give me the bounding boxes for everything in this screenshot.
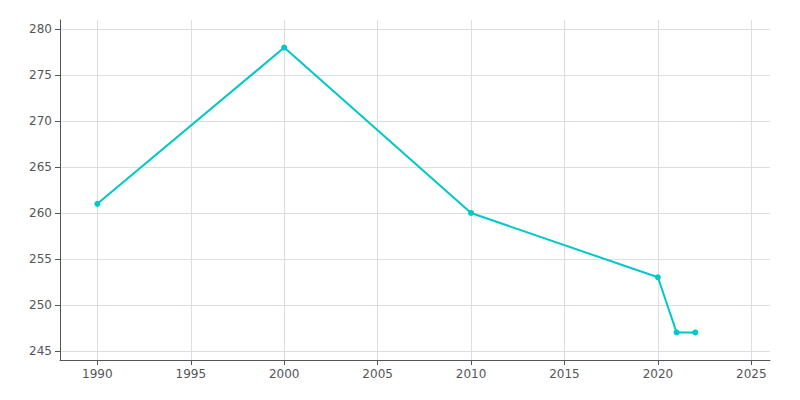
svg-text:245: 245 xyxy=(29,344,52,358)
svg-text:265: 265 xyxy=(29,160,52,174)
svg-text:1990: 1990 xyxy=(82,367,113,381)
svg-text:280: 280 xyxy=(29,22,52,36)
svg-text:270: 270 xyxy=(29,114,52,128)
svg-text:2000: 2000 xyxy=(269,367,300,381)
svg-text:1995: 1995 xyxy=(176,367,207,381)
svg-text:255: 255 xyxy=(29,252,52,266)
svg-text:250: 250 xyxy=(29,298,52,312)
svg-text:275: 275 xyxy=(29,68,52,82)
svg-text:2010: 2010 xyxy=(456,367,487,381)
svg-text:2020: 2020 xyxy=(643,367,674,381)
svg-text:2025: 2025 xyxy=(736,367,767,381)
svg-text:2015: 2015 xyxy=(549,367,580,381)
svg-text:2005: 2005 xyxy=(362,367,393,381)
svg-text:260: 260 xyxy=(29,206,52,220)
